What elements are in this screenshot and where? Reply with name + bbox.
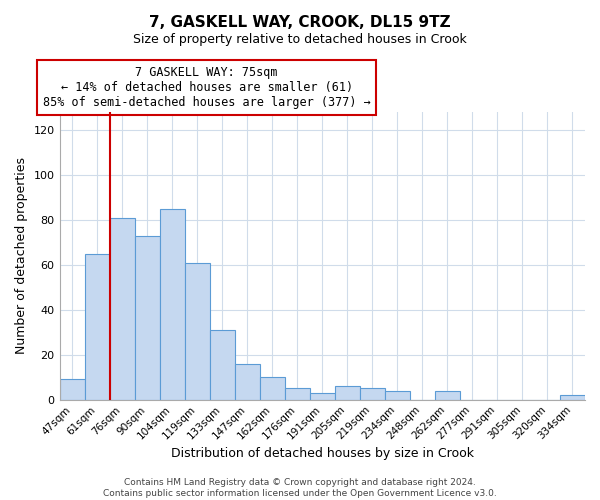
- Bar: [560, 395, 585, 400]
- Bar: [435, 390, 460, 400]
- Bar: [110, 218, 134, 400]
- Text: Size of property relative to detached houses in Crook: Size of property relative to detached ho…: [133, 32, 467, 46]
- Bar: [385, 390, 410, 400]
- Bar: [85, 254, 110, 400]
- Bar: [335, 386, 360, 400]
- Bar: [360, 388, 385, 400]
- Bar: [285, 388, 310, 400]
- Bar: [160, 208, 185, 400]
- Bar: [209, 330, 235, 400]
- Bar: [59, 380, 85, 400]
- X-axis label: Distribution of detached houses by size in Crook: Distribution of detached houses by size …: [171, 447, 474, 460]
- Bar: [260, 377, 285, 400]
- Text: 7 GASKELL WAY: 75sqm
← 14% of detached houses are smaller (61)
85% of semi-detac: 7 GASKELL WAY: 75sqm ← 14% of detached h…: [43, 66, 371, 109]
- Bar: [235, 364, 260, 400]
- Y-axis label: Number of detached properties: Number of detached properties: [15, 158, 28, 354]
- Text: 7, GASKELL WAY, CROOK, DL15 9TZ: 7, GASKELL WAY, CROOK, DL15 9TZ: [149, 15, 451, 30]
- Bar: [134, 236, 160, 400]
- Bar: [310, 393, 335, 400]
- Text: Contains HM Land Registry data © Crown copyright and database right 2024.
Contai: Contains HM Land Registry data © Crown c…: [103, 478, 497, 498]
- Bar: [185, 262, 209, 400]
